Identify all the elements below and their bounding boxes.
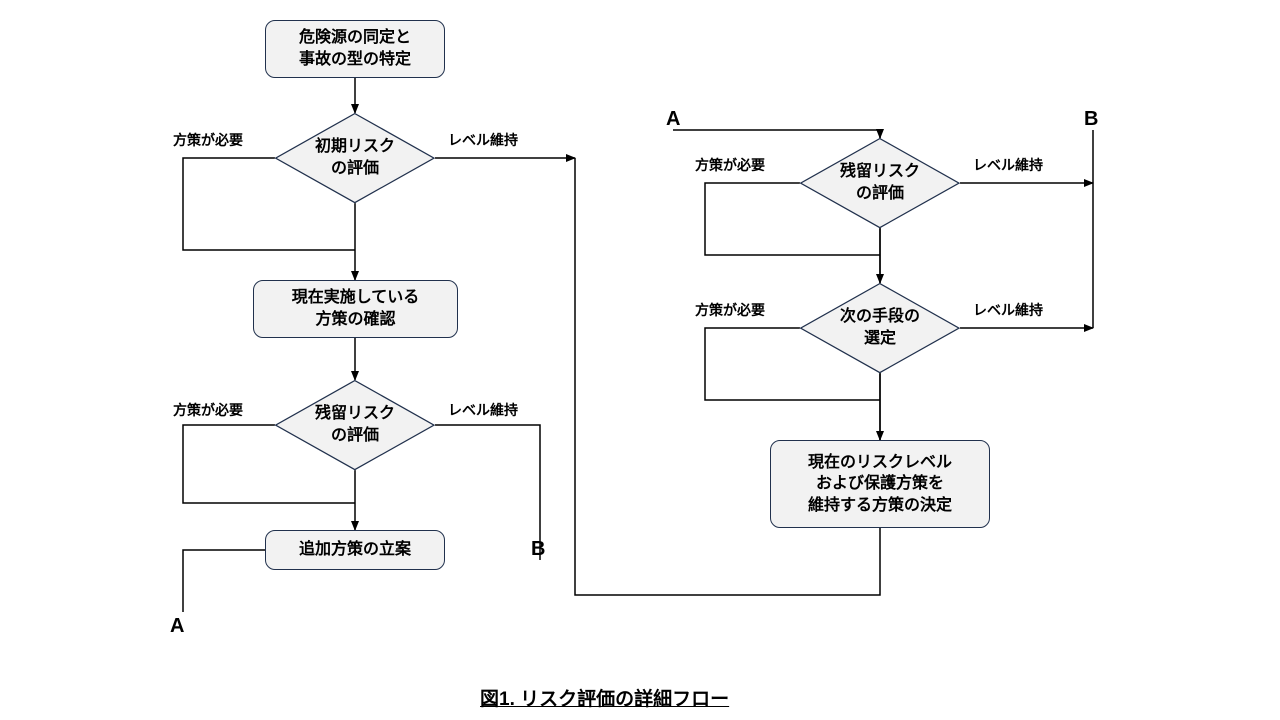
edge-label: レベル維持 [973,300,1043,320]
connector-label: A [170,615,184,638]
edge-label: レベル維持 [973,155,1043,175]
edge-label: レベル維持 [448,400,518,420]
edge-label: 方策が必要 [695,300,765,320]
connector-label: A [666,108,680,131]
flow-node-n3: 追加方策の立案 [265,530,445,570]
flow-edge [435,425,540,560]
figure-caption: 図1. リスク評価の詳細フロー [480,684,729,711]
edge-label: レベル維持 [448,130,518,150]
flow-node-n4: 現在のリスクレベル および保護方策を 維持する方策の決定 [770,440,990,528]
flow-edge [183,550,265,612]
connector-label: B [1084,108,1098,131]
flow-node-n1: 危険源の同定と 事故の型の特定 [265,20,445,78]
edge-label: 方策が必要 [173,130,243,150]
edge-label: 方策が必要 [695,155,765,175]
connector-label: B [531,538,545,561]
flow-node-n2: 現在実施している 方策の確認 [253,280,458,338]
edge-label: 方策が必要 [173,400,243,420]
